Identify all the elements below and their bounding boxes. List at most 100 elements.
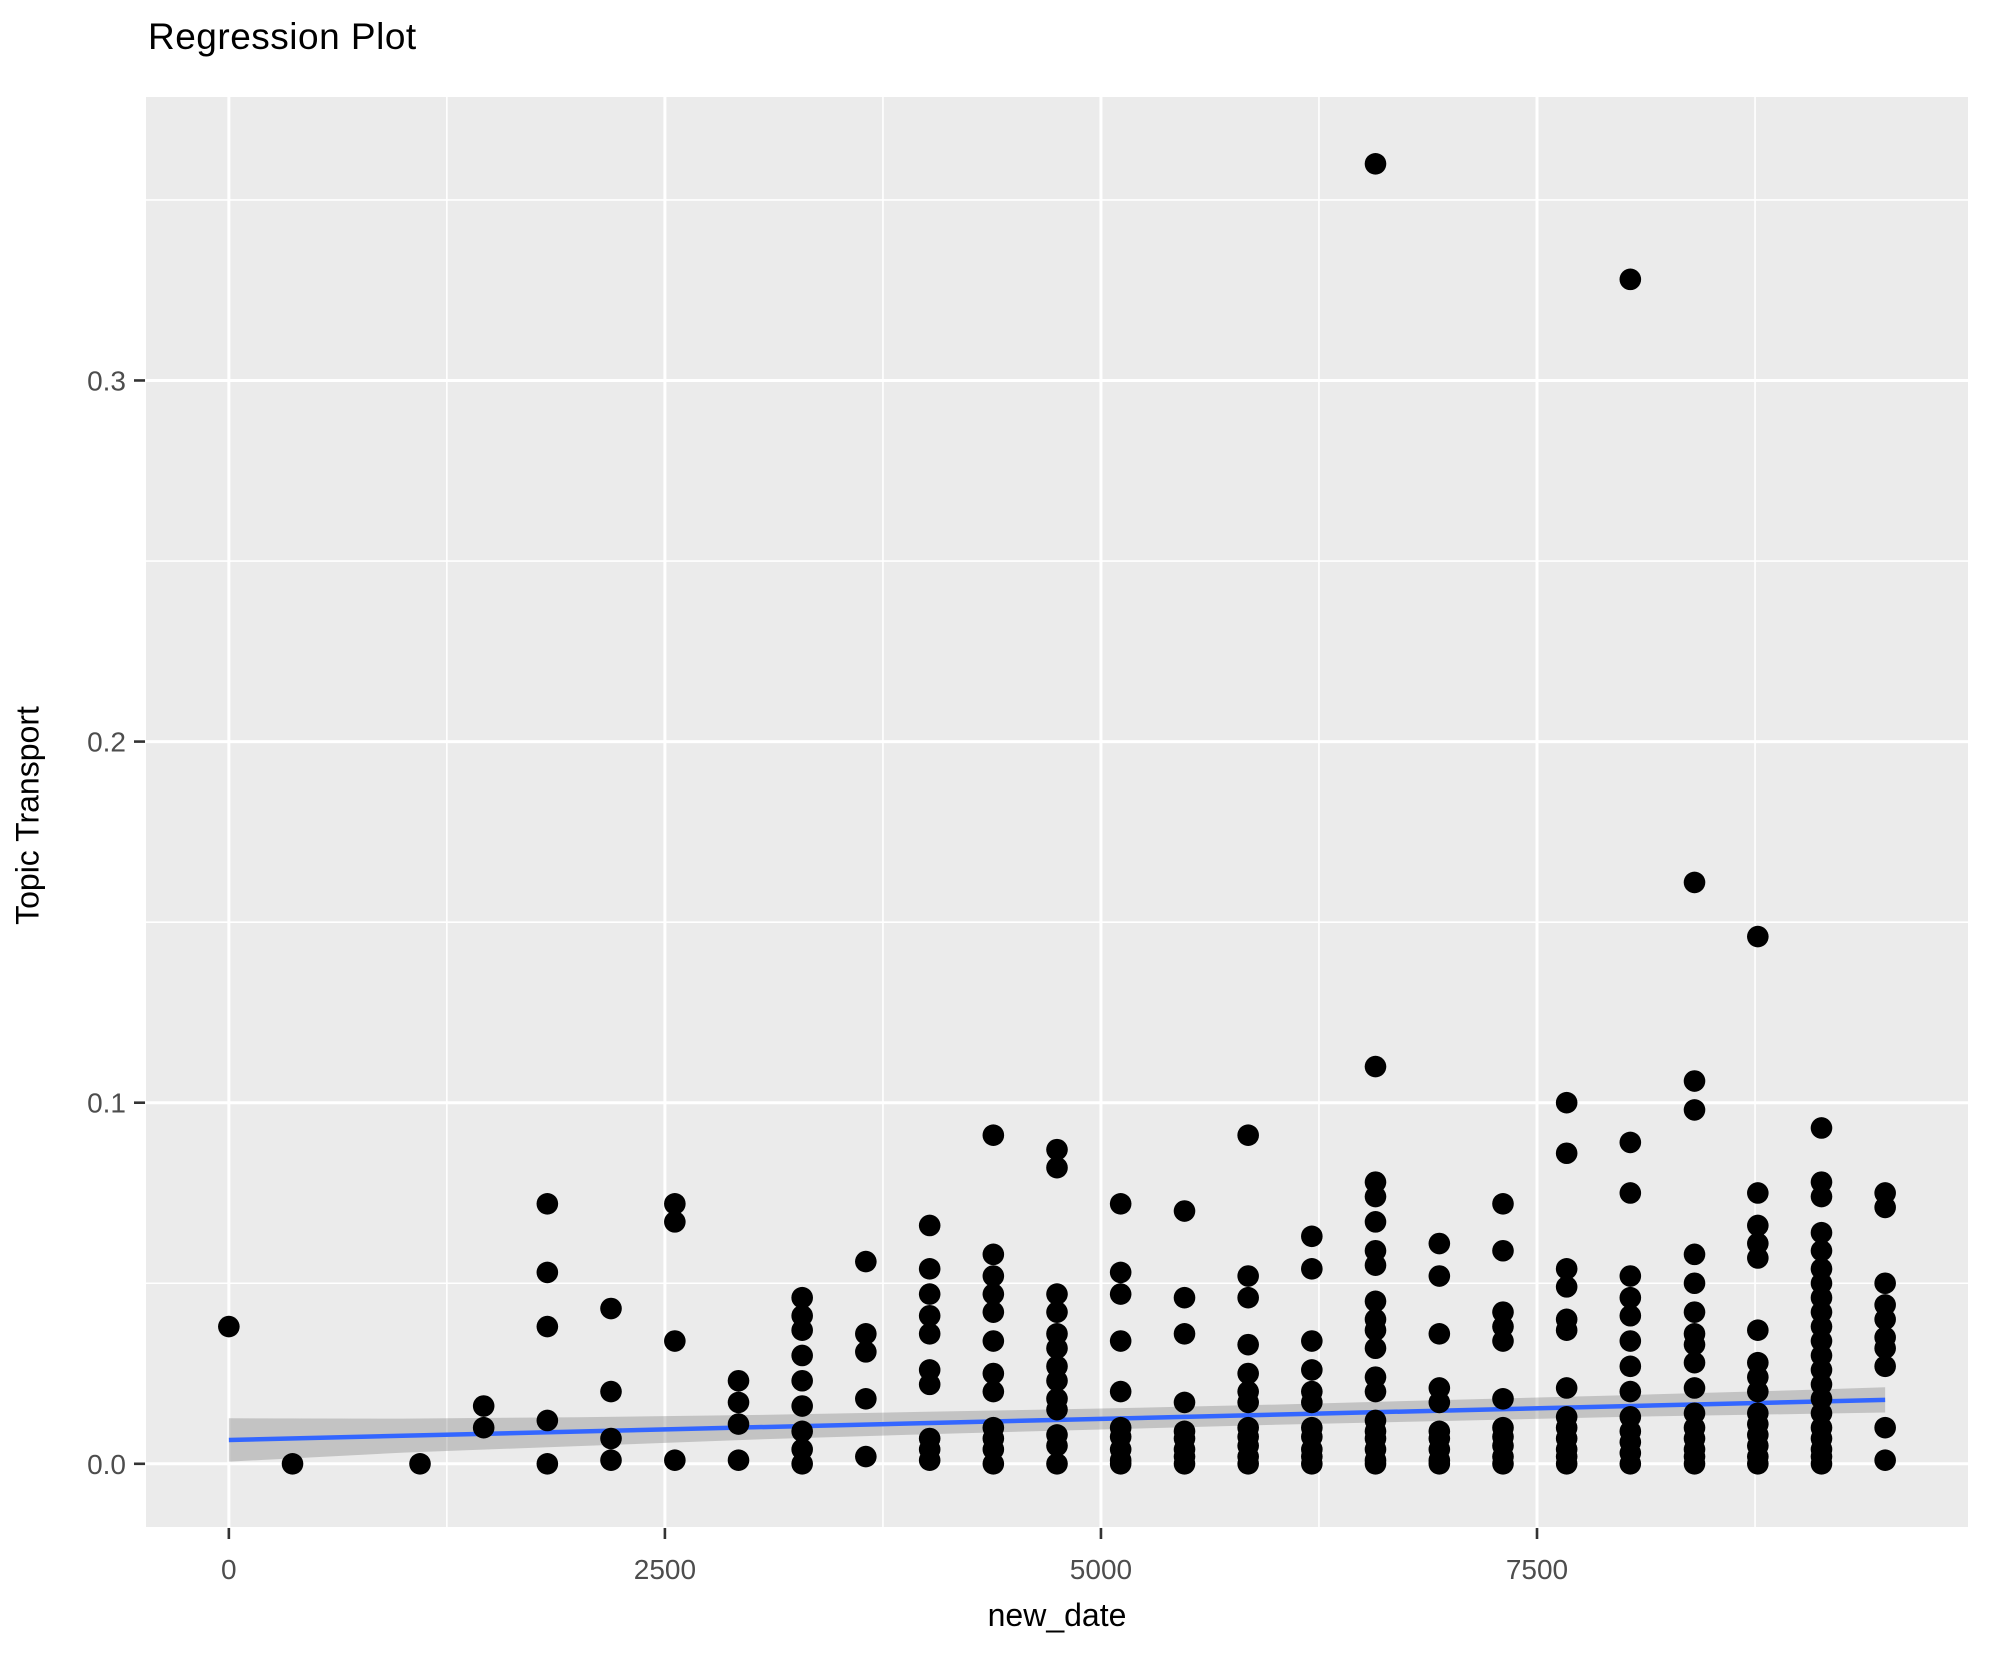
data-point xyxy=(1428,1391,1451,1414)
data-point xyxy=(1301,1391,1323,1414)
data-point xyxy=(1364,1380,1387,1403)
data-point xyxy=(1810,1117,1833,1139)
data-point xyxy=(1046,1283,1068,1305)
data-point xyxy=(1237,1391,1259,1414)
data-point xyxy=(1874,1196,1896,1219)
data-point xyxy=(1046,1398,1068,1421)
data-point xyxy=(1109,1380,1132,1403)
data-point xyxy=(727,1413,750,1435)
data-point xyxy=(982,1380,1005,1403)
data-point xyxy=(855,1250,877,1273)
data-point xyxy=(1109,1261,1132,1284)
data-point xyxy=(1364,1337,1387,1360)
data-point xyxy=(855,1445,877,1468)
data-point xyxy=(918,1214,941,1237)
data-point xyxy=(1619,1286,1642,1309)
data-point xyxy=(1874,1337,1896,1360)
x-tick-label: 0 xyxy=(221,1554,237,1585)
data-point xyxy=(536,1261,559,1284)
data-point xyxy=(536,1193,559,1215)
data-point xyxy=(1555,1453,1578,1475)
data-point xyxy=(1364,1254,1387,1276)
data-point xyxy=(1619,1453,1642,1475)
data-point xyxy=(791,1369,813,1392)
data-point xyxy=(982,1283,1005,1305)
data-point xyxy=(1810,1239,1833,1262)
data-point xyxy=(1301,1225,1323,1248)
data-point xyxy=(918,1449,941,1471)
data-point xyxy=(982,1453,1005,1475)
data-point xyxy=(1555,1276,1578,1298)
data-point xyxy=(1555,1377,1578,1399)
data-point xyxy=(1874,1272,1896,1295)
data-point xyxy=(536,1453,559,1475)
data-point xyxy=(664,1330,686,1352)
data-point xyxy=(855,1388,877,1410)
data-point xyxy=(1747,1319,1769,1341)
data-point xyxy=(1301,1330,1323,1352)
data-point xyxy=(1810,1221,1833,1244)
data-point xyxy=(855,1323,877,1345)
data-point xyxy=(1237,1362,1259,1385)
data-point xyxy=(1428,1232,1451,1255)
data-point xyxy=(1046,1301,1068,1323)
data-point xyxy=(1109,1330,1132,1352)
data-point xyxy=(281,1453,304,1475)
data-point xyxy=(664,1193,686,1215)
data-point xyxy=(600,1427,622,1450)
y-axis-title: Topic Transport xyxy=(9,706,46,925)
data-point xyxy=(1364,1211,1387,1233)
data-point xyxy=(1619,1355,1642,1378)
data-point xyxy=(1810,1185,1833,1208)
data-point xyxy=(1364,1319,1387,1341)
data-point xyxy=(1046,1156,1068,1179)
y-tick-label: 0.3 xyxy=(87,365,126,396)
data-point xyxy=(1492,1330,1514,1352)
data-point xyxy=(1428,1265,1451,1287)
data-point xyxy=(1874,1449,1896,1471)
data-point xyxy=(1619,1330,1642,1352)
data-point xyxy=(1874,1308,1896,1331)
data-point xyxy=(1109,1453,1132,1475)
chart-title: Regression Plot xyxy=(148,16,417,57)
data-point xyxy=(1747,1380,1769,1403)
data-point xyxy=(218,1315,240,1338)
data-point xyxy=(472,1416,495,1439)
data-point xyxy=(600,1449,622,1471)
data-point xyxy=(600,1297,622,1320)
data-point xyxy=(1683,871,1706,894)
data-point xyxy=(1683,1272,1706,1295)
data-point xyxy=(1237,1124,1259,1146)
data-point xyxy=(791,1319,813,1341)
data-point xyxy=(1364,1055,1387,1078)
data-point xyxy=(727,1449,750,1471)
data-point xyxy=(1492,1388,1514,1410)
data-point xyxy=(1555,1142,1578,1165)
data-point xyxy=(1555,1091,1578,1114)
data-point xyxy=(1237,1453,1259,1475)
data-point xyxy=(1364,1185,1387,1208)
data-point xyxy=(918,1258,941,1280)
data-point xyxy=(1683,1070,1706,1092)
data-point xyxy=(1619,1304,1642,1327)
data-point xyxy=(1683,1351,1706,1374)
data-point xyxy=(727,1391,750,1414)
data-point xyxy=(1109,1193,1132,1215)
y-tick-label: 0.1 xyxy=(87,1088,126,1119)
data-point xyxy=(1046,1337,1068,1360)
data-point xyxy=(1364,153,1387,175)
data-point xyxy=(1492,1193,1514,1215)
data-point xyxy=(1173,1323,1196,1345)
data-point xyxy=(982,1301,1005,1323)
data-point xyxy=(1874,1416,1896,1439)
data-point xyxy=(1683,1333,1706,1356)
data-point xyxy=(1810,1453,1833,1475)
data-point xyxy=(1301,1258,1323,1280)
x-axis-title: new_date xyxy=(987,1597,1127,1633)
data-point xyxy=(791,1395,813,1417)
data-point xyxy=(1301,1359,1323,1381)
data-point xyxy=(1046,1453,1068,1475)
data-point xyxy=(1555,1258,1578,1280)
data-point xyxy=(1173,1200,1196,1222)
data-point xyxy=(1747,1214,1769,1237)
